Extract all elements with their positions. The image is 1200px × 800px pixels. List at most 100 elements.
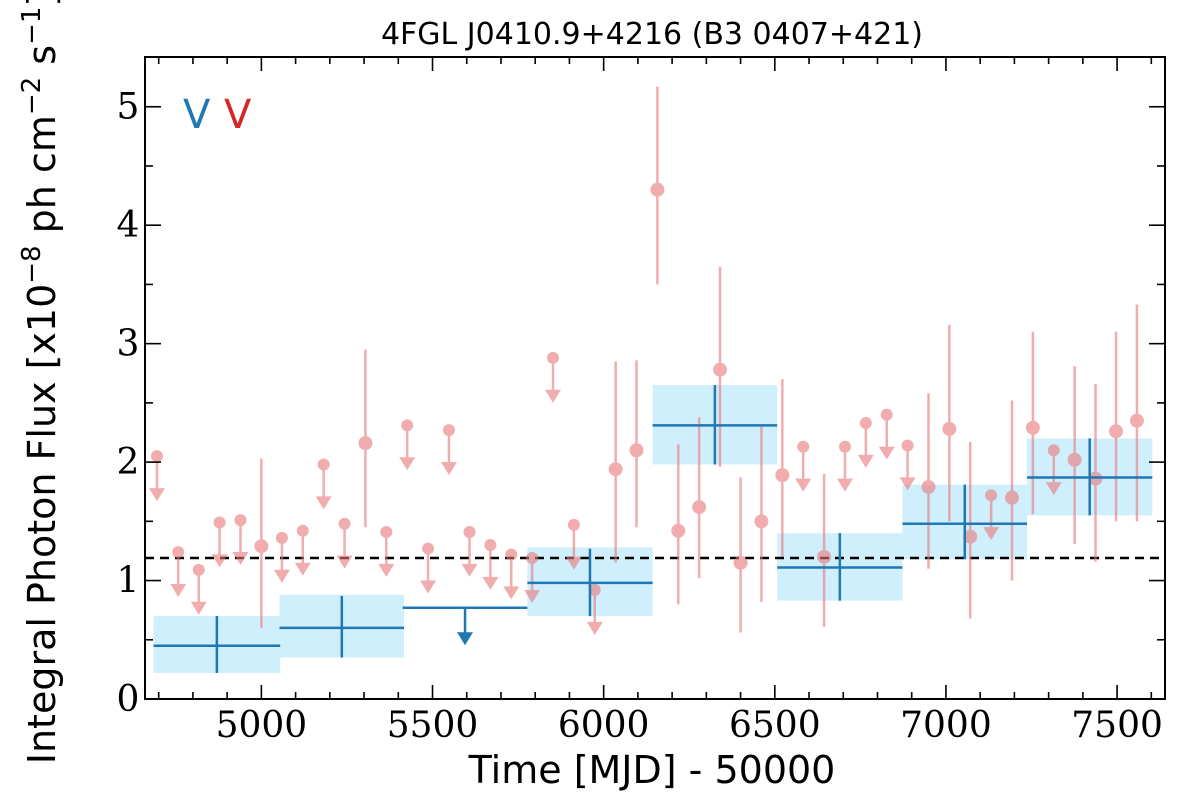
- short-bin-ul-point-16: [484, 539, 497, 552]
- x-tick-label-7000: 7000: [900, 705, 992, 746]
- short-bins-series: [148, 86, 1144, 635]
- short-bin-ul-point-0: [150, 450, 163, 463]
- short-bin-ul-point-11: [380, 525, 393, 538]
- short-bin-ul-point-20: [567, 518, 580, 531]
- short-bin-point-24: [650, 182, 665, 197]
- short-bin-ul-point-3: [213, 516, 226, 529]
- y-label-exp3: −1: [17, 7, 47, 45]
- y-label-mid1: ph cm: [20, 115, 64, 245]
- axis-ticks: 5000 5500 6000 6500 7000 7500 0 1 2 3 4 5: [117, 57, 1165, 746]
- short-bin-point-44: [1067, 452, 1082, 467]
- short-bin-ul-point-17: [505, 548, 518, 561]
- short-bin-ul-point-2: [192, 563, 205, 576]
- short-bin-ul-point-18: [526, 552, 539, 565]
- short-bin-ul-arrow-14: [440, 462, 457, 476]
- short-bin-ul-arrow-33: [836, 478, 853, 492]
- short-bin-ul-point-6: [275, 531, 288, 544]
- chart-title: 4FGL J0410.9+4216 (B3 0407+421): [381, 17, 923, 52]
- short-bin-ul-point-14: [442, 424, 455, 437]
- short-bin-ul-arrow-40: [983, 527, 1000, 541]
- short-bin-point-22: [608, 462, 623, 477]
- y-label-exp1: −8: [17, 245, 47, 283]
- short-bin-ul-arrow-8: [315, 496, 332, 510]
- short-bin-ul-point-35: [880, 408, 893, 421]
- y-label-base: Integral Photon Flux [x10: [20, 284, 64, 765]
- short-bin-ul-arrow-17: [503, 586, 520, 600]
- short-bin-ul-point-43: [1047, 444, 1060, 457]
- y-label-exp2: −2: [17, 77, 47, 115]
- plot-area: [145, 86, 1165, 673]
- short-bin-ul-point-4: [234, 514, 247, 527]
- short-bin-point-30: [775, 468, 790, 483]
- short-bin-point-25: [671, 523, 686, 538]
- x-tick-label-7500: 7500: [1071, 705, 1163, 746]
- short-bin-ul-arrow-2: [190, 601, 207, 615]
- short-bin-ul-point-36: [901, 439, 914, 452]
- y-label-end: ]: [20, 0, 64, 7]
- short-bin-ul-point-19: [547, 351, 559, 364]
- short-bin-ul-arrow-34: [857, 454, 874, 468]
- x-tick-label-6000: 6000: [558, 705, 650, 746]
- short-bin-point-27: [713, 362, 728, 377]
- short-bin-point-23: [629, 443, 644, 458]
- short-bin-point-41: [1005, 490, 1019, 505]
- short-bin-ul-arrow-3: [211, 554, 228, 568]
- short-bin-ul-arrow-20: [565, 556, 582, 570]
- y-tick-label-4: 4: [117, 205, 140, 246]
- short-bin-point-32: [817, 549, 832, 564]
- short-bin-point-42: [1025, 420, 1040, 435]
- short-bin-point-38: [942, 421, 957, 436]
- y-tick-label-2: 2: [117, 442, 140, 483]
- short-bin-point-39: [963, 529, 978, 544]
- y-tick-label-5: 5: [117, 87, 140, 128]
- legend-label-long-bins: V: [183, 92, 211, 138]
- short-bin-ul-point-13: [422, 542, 435, 555]
- short-bin-ul-arrow-11: [378, 563, 395, 577]
- short-bin-ul-arrow-43: [1045, 482, 1062, 496]
- y-label-mid2: s: [20, 45, 64, 77]
- plot-frame: [144, 56, 1166, 700]
- y-axis-label: Integral Photon Flux [x10−8 ph cm−2 s−1]: [17, 0, 64, 764]
- short-bin-ul-arrow-9: [336, 555, 353, 569]
- y-tick-label-1: 1: [117, 561, 140, 602]
- legend-label-short-bins: V: [224, 92, 252, 138]
- short-bin-point-47: [1129, 413, 1144, 428]
- short-bin-ul-arrow-15: [461, 563, 478, 577]
- short-bin-ul-arrow-21: [586, 621, 603, 635]
- short-bin-ul-point-12: [401, 419, 414, 432]
- short-bin-ul-arrow-19: [545, 389, 561, 403]
- short-bin-ul-point-21: [588, 584, 601, 597]
- short-bin-ul-arrow-13: [420, 580, 437, 594]
- long-bin-ul-arrow-2: [457, 632, 474, 646]
- x-tick-label-5500: 5500: [387, 705, 479, 746]
- y-tick-label-0: 0: [117, 679, 140, 720]
- short-bin-ul-point-31: [797, 440, 810, 453]
- short-bin-point-46: [1109, 424, 1124, 439]
- short-bin-ul-point-9: [338, 517, 351, 530]
- short-bin-point-26: [692, 500, 707, 515]
- short-bin-point-28: [733, 555, 748, 570]
- x-tick-label-5000: 5000: [216, 705, 308, 746]
- short-bin-ul-point-15: [463, 525, 476, 538]
- short-bin-point-37: [921, 479, 936, 494]
- short-bin-ul-arrow-0: [148, 488, 165, 502]
- short-bin-ul-arrow-6: [273, 569, 290, 583]
- short-bin-ul-point-7: [296, 524, 309, 537]
- short-bin-ul-arrow-1: [170, 584, 187, 598]
- short-bin-ul-arrow-7: [294, 562, 311, 576]
- short-bin-ul-arrow-18: [524, 589, 541, 603]
- x-axis-label: Time [MJD] - 50000: [468, 748, 836, 792]
- x-tick-label-6500: 6500: [729, 705, 821, 746]
- short-bin-point-29: [754, 514, 769, 529]
- short-bin-ul-arrow-4: [232, 552, 249, 566]
- short-bin-ul-point-8: [317, 458, 330, 471]
- short-bin-ul-point-1: [172, 546, 185, 559]
- short-bin-ul-arrow-35: [878, 446, 895, 460]
- short-bin-ul-arrow-12: [399, 457, 416, 471]
- short-bin-point-10: [358, 436, 373, 451]
- short-bin-point-5: [254, 539, 269, 554]
- short-bin-ul-point-34: [859, 417, 872, 430]
- short-bin-ul-arrow-36: [899, 477, 916, 491]
- short-bin-ul-arrow-31: [795, 478, 812, 492]
